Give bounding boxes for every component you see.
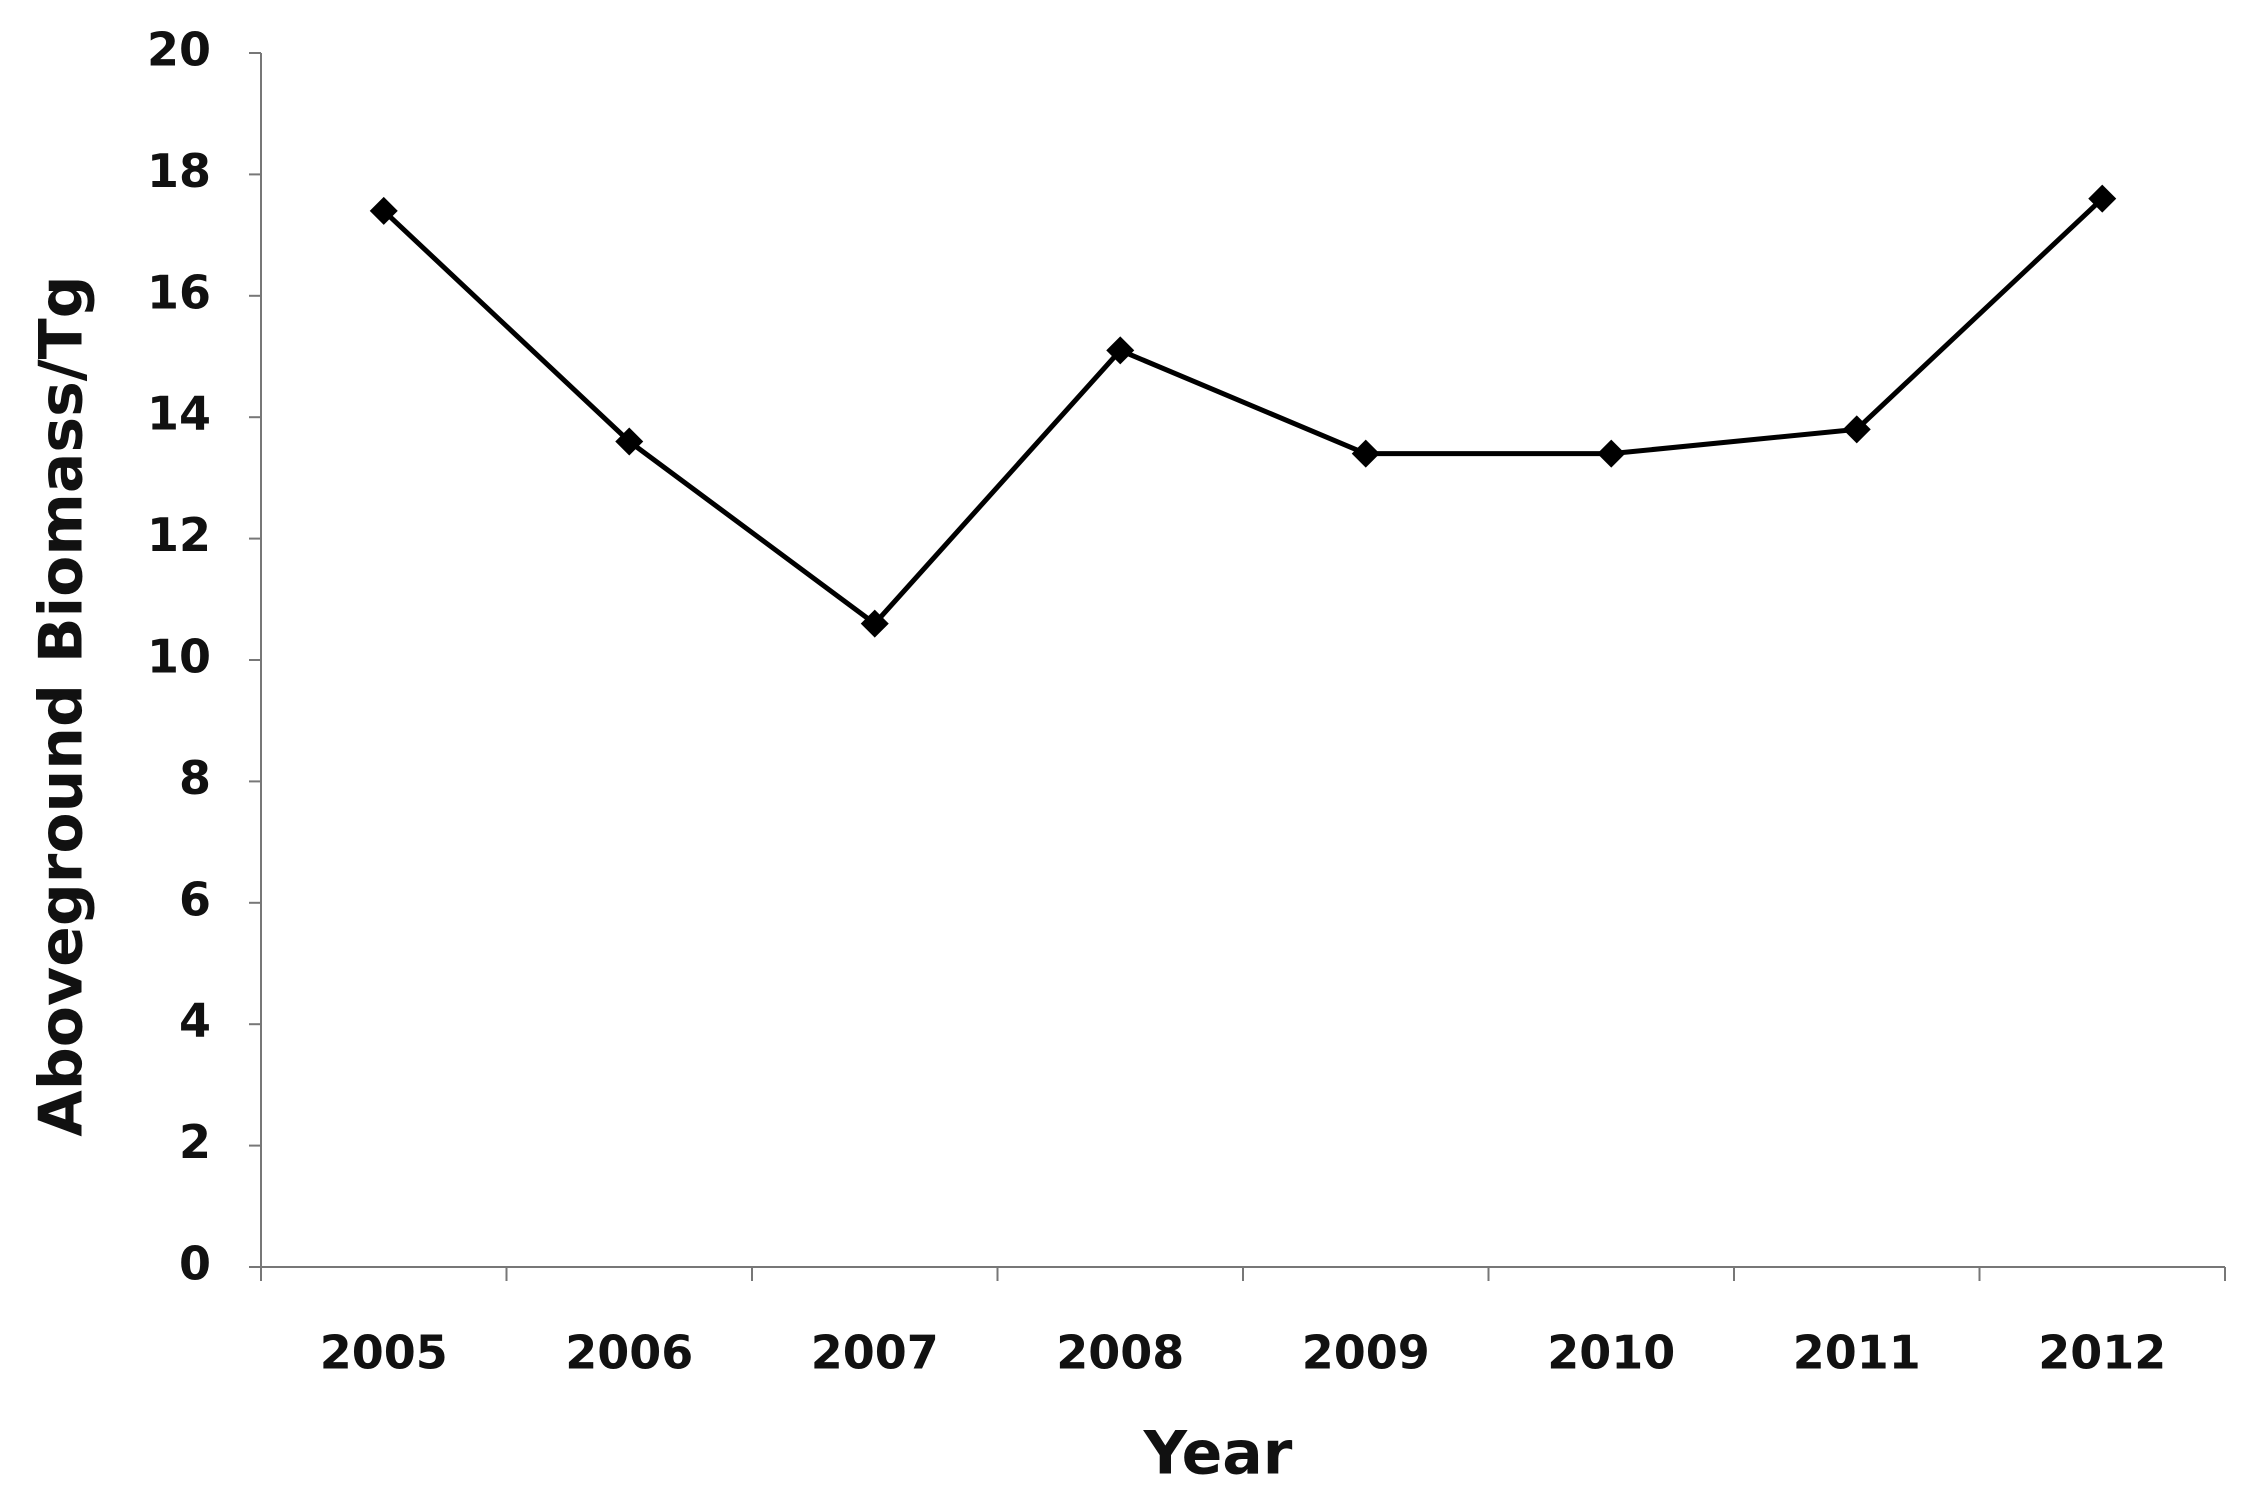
y-tick-label: 12 xyxy=(147,508,211,562)
x-tick-label: 2009 xyxy=(1302,1326,1430,1380)
y-tick-label: 18 xyxy=(147,144,211,198)
x-axis-title: Year xyxy=(1143,1419,1293,1489)
marker xyxy=(1106,336,1135,365)
marker xyxy=(860,609,889,638)
y-tick-label: 20 xyxy=(147,23,211,77)
x-tick-label: 2007 xyxy=(811,1326,939,1380)
y-tick-label: 2 xyxy=(179,1115,211,1169)
marker xyxy=(2088,184,2117,213)
marker xyxy=(1351,439,1380,468)
y-tick-label: 4 xyxy=(179,994,211,1048)
y-tick-label: 8 xyxy=(179,751,211,805)
marker xyxy=(369,196,398,225)
line xyxy=(382,196,2104,627)
y-tick-label: 10 xyxy=(147,630,211,684)
x-tick-label: 2006 xyxy=(565,1326,693,1380)
x-tick-label: 2012 xyxy=(2038,1326,2166,1380)
y-tick-label: 6 xyxy=(179,872,211,926)
marker xyxy=(1842,415,1871,444)
y-axis-title: Aboveground Biomass/Tg xyxy=(27,275,97,1136)
marker xyxy=(1597,439,1626,468)
x-tick-label: 2010 xyxy=(1547,1326,1675,1380)
x-tick-label: 2005 xyxy=(320,1326,448,1380)
marker xyxy=(615,427,644,456)
x-tick-label: 2011 xyxy=(1793,1326,1921,1380)
y-tick-label: 0 xyxy=(179,1237,211,1291)
y-tick-label: 16 xyxy=(147,265,211,319)
x-tick-label: 2008 xyxy=(1056,1326,1184,1380)
y-tick-label: 14 xyxy=(147,387,211,441)
